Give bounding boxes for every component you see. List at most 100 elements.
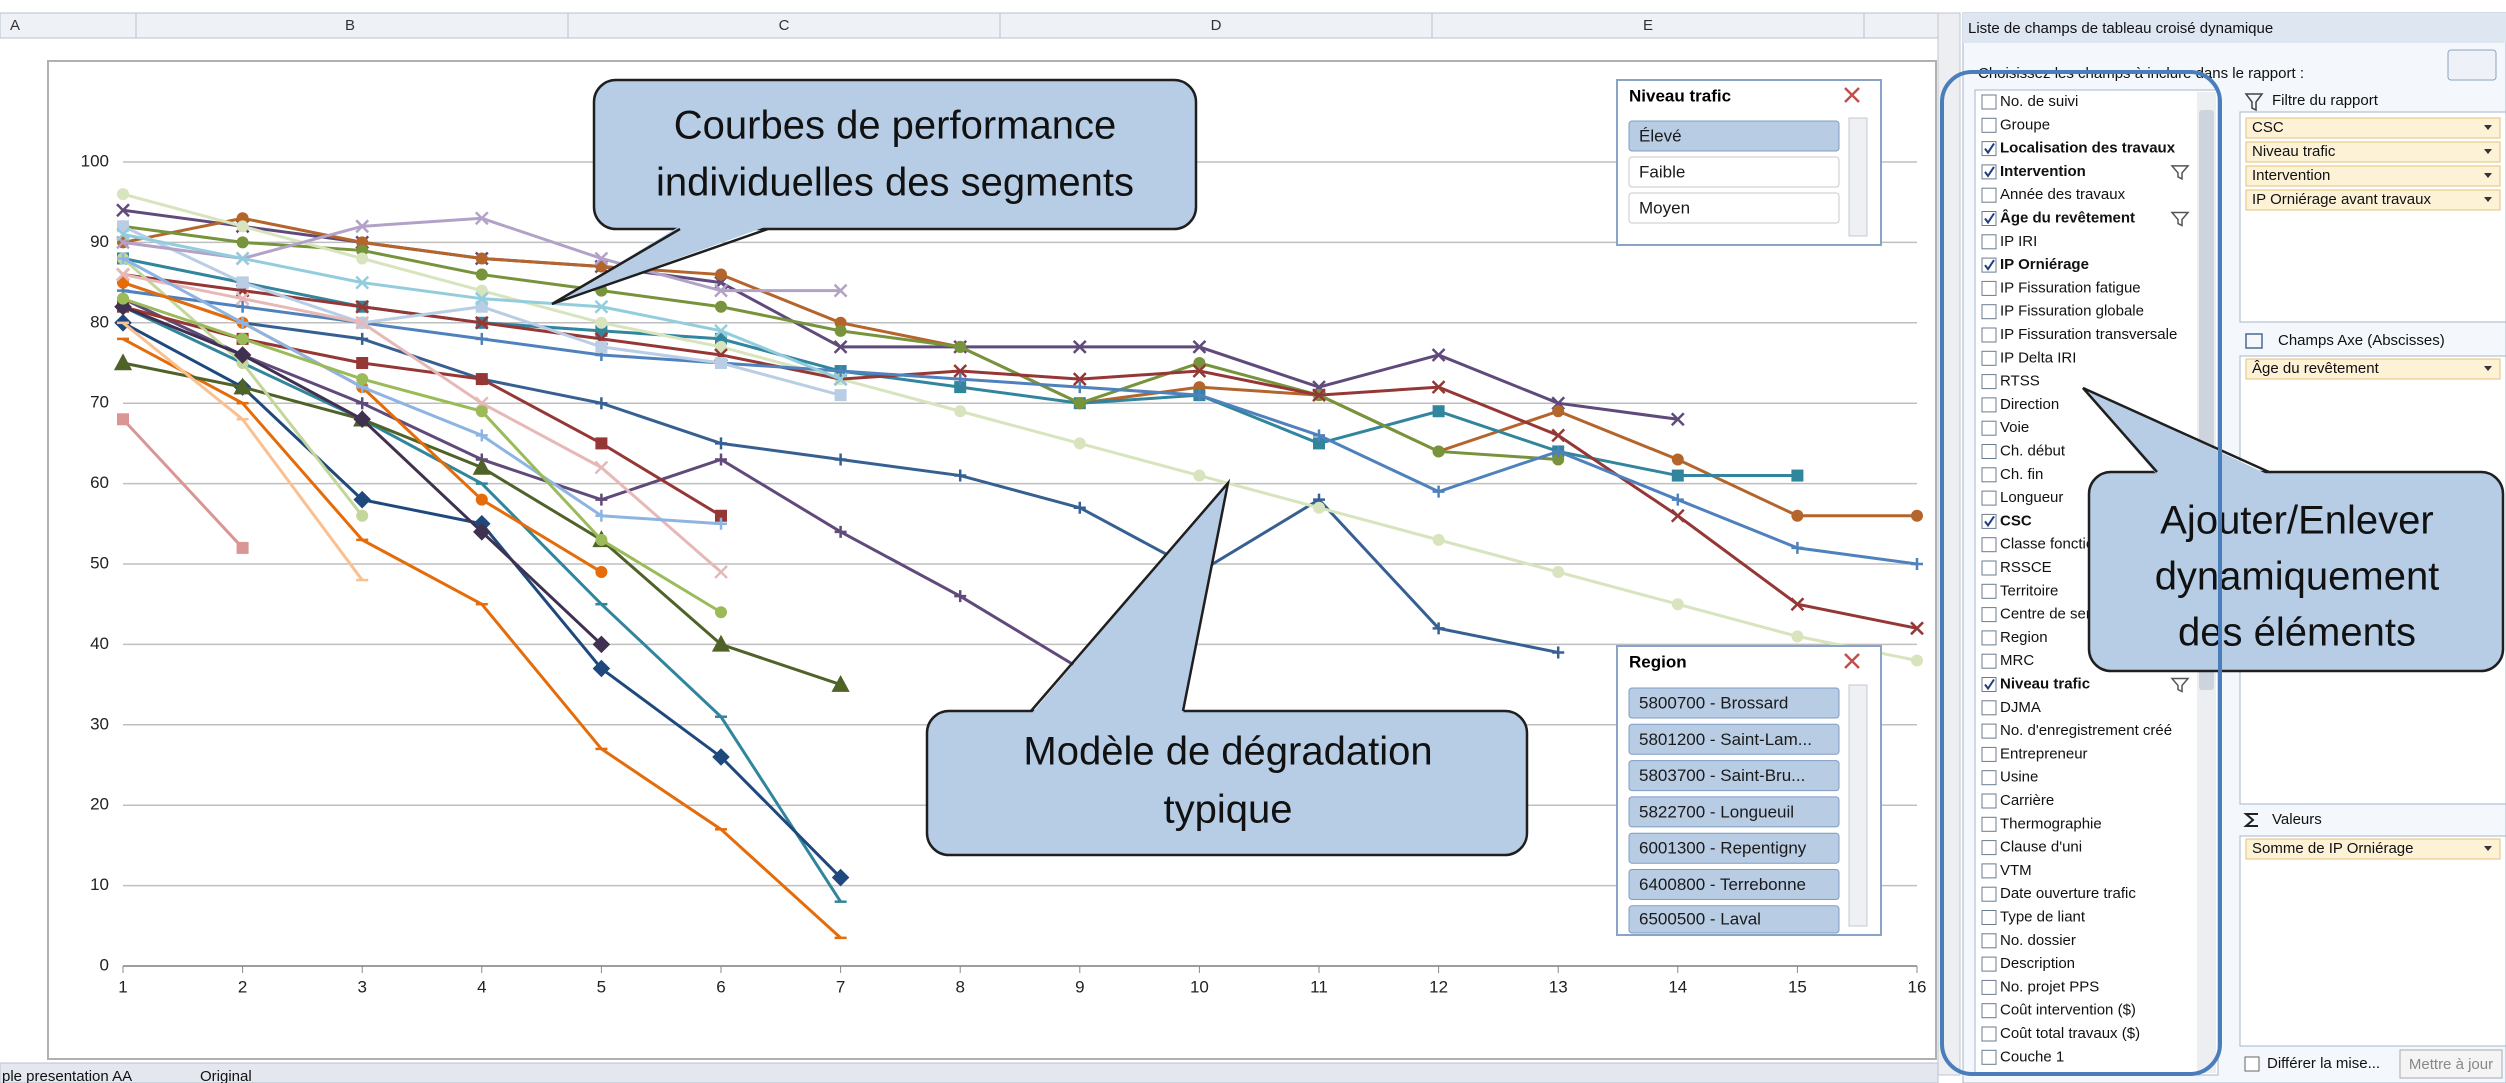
slicer-item-label[interactable]: 6400800 - Terrebonne (1639, 875, 1806, 894)
field-checkbox[interactable] (1981, 537, 1997, 553)
zone-item-label[interactable]: Intervention (2252, 167, 2330, 184)
field-checkbox[interactable] (1981, 723, 1997, 739)
zone-item-label[interactable]: Âge du revêtement (2252, 360, 2380, 377)
zone-item[interactable] (2245, 117, 2501, 139)
field-label[interactable]: IP Orniérage (2000, 256, 2089, 273)
slicer-scrollbar[interactable] (1848, 684, 1868, 927)
field-checkbox[interactable] (1981, 793, 1997, 809)
slicer-clear-icon[interactable] (1844, 87, 1860, 103)
field-label[interactable]: VTM (2000, 862, 2032, 879)
field-checkbox[interactable] (1981, 234, 1997, 250)
field-label[interactable]: MRC (2000, 652, 2034, 669)
field-label[interactable]: Ch. début (2000, 442, 2066, 459)
field-label[interactable]: Entrepreneur (2000, 745, 2088, 762)
field-checkbox[interactable] (1981, 956, 1997, 972)
slicer-item[interactable] (1628, 723, 1840, 755)
zone-item[interactable] (2245, 141, 2501, 163)
zone-item[interactable] (2245, 165, 2501, 187)
zone-item-label[interactable]: Somme de IP Orniérage (2252, 840, 2413, 857)
field-checkbox[interactable] (1981, 280, 1997, 296)
field-checkbox[interactable] (1981, 1049, 1997, 1065)
defer-checkbox[interactable] (2244, 1056, 2260, 1072)
field-label[interactable]: Couche 1 (2000, 1048, 2064, 1065)
field-label[interactable]: Direction (2000, 396, 2059, 413)
field-checkbox[interactable] (1981, 350, 1997, 366)
field-label[interactable]: Niveau trafic (2000, 675, 2090, 692)
field-checkbox[interactable] (1981, 840, 1997, 856)
field-checkbox[interactable] (1981, 94, 1997, 110)
slicer-item[interactable] (1628, 905, 1840, 934)
field-checkbox[interactable] (1981, 397, 1997, 413)
update-button-label[interactable]: Mettre à jour (2409, 1056, 2493, 1073)
slicer-item-label[interactable]: 5803700 - Saint-Bru... (1639, 766, 1805, 785)
field-label[interactable]: Coût total travaux ($) (2000, 1025, 2140, 1042)
zone-item-label[interactable]: CSC (2252, 119, 2284, 136)
field-label[interactable]: CSC (2000, 512, 2032, 529)
field-checkbox[interactable] (1981, 187, 1997, 203)
field-label[interactable]: Intervention (2000, 163, 2086, 180)
field-label[interactable]: IP IRI (2000, 233, 2037, 250)
slicer-item[interactable] (1628, 760, 1840, 792)
field-label[interactable]: Groupe (2000, 116, 2050, 133)
field-checkbox[interactable] (1981, 653, 1997, 669)
field-checkbox[interactable] (1981, 933, 1997, 949)
field-checkbox[interactable] (1981, 420, 1997, 436)
field-checkbox[interactable] (1981, 700, 1997, 716)
field-label[interactable]: Type de liant (2000, 908, 2086, 925)
field-checkbox[interactable] (1981, 117, 1997, 133)
field-checkbox[interactable] (1981, 1003, 1997, 1019)
field-label[interactable]: IP Delta IRI (2000, 349, 2076, 366)
slicer-item-label[interactable]: 5822700 - Longueuil (1639, 802, 1794, 821)
field-checkbox[interactable] (1981, 863, 1997, 879)
field-label[interactable]: Clause d'uni (2000, 839, 2082, 856)
zone-item-label[interactable]: Niveau trafic (2252, 143, 2336, 160)
field-checkbox[interactable] (1981, 816, 1997, 832)
field-checkbox[interactable] (1981, 444, 1997, 459)
slicer-item[interactable] (1628, 120, 1840, 152)
field-label[interactable]: Coût intervention ($) (2000, 1002, 2136, 1019)
zone-item-label[interactable]: IP Orniérage avant travaux (2252, 191, 2431, 208)
field-label[interactable]: RSSCE (2000, 559, 2052, 576)
zone-item[interactable] (2245, 358, 2501, 380)
field-checkbox[interactable] (1981, 374, 1997, 390)
slicer-item[interactable] (1628, 796, 1840, 828)
sheet-tab[interactable]: Original (200, 1068, 252, 1083)
zone-item[interactable] (2245, 838, 2501, 860)
slicer-item[interactable] (1628, 156, 1840, 188)
field-label[interactable]: Longueur (2000, 489, 2063, 506)
slicer-clear-icon[interactable] (1844, 653, 1860, 669)
field-label[interactable]: Date ouverture trafic (2000, 885, 2136, 902)
field-checkbox[interactable] (1981, 607, 1997, 623)
field-checkbox[interactable] (1981, 910, 1997, 925)
slicer-scrollbar[interactable] (1848, 117, 1868, 237)
field-label[interactable]: Localisation des travaux (2000, 140, 2176, 157)
slicer-item-label[interactable]: 6500500 - Laval (1639, 909, 1761, 928)
field-label[interactable]: IP Fissuration globale (2000, 303, 2144, 320)
slicer-item[interactable] (1628, 869, 1840, 900)
update-button[interactable] (2399, 1049, 2503, 1079)
field-checkbox[interactable] (1981, 630, 1997, 646)
field-label[interactable]: IP Fissuration fatigue (2000, 279, 2141, 296)
field-checkbox[interactable] (1981, 467, 1997, 483)
field-label[interactable]: Description (2000, 955, 2075, 972)
field-checkbox[interactable] (1981, 583, 1997, 599)
field-label[interactable]: IP Fissuration transversale (2000, 326, 2177, 343)
field-checkbox[interactable] (1981, 1026, 1997, 1042)
slicer-item[interactable] (1628, 192, 1840, 224)
zone-item[interactable] (2245, 189, 2501, 211)
field-label[interactable]: Thermographie (2000, 815, 2102, 832)
field-label[interactable]: No. dossier (2000, 932, 2076, 949)
field-checkbox[interactable] (1981, 327, 1997, 343)
slicer-item-label[interactable]: Moyen (1639, 198, 1690, 217)
field-label[interactable]: Usine (2000, 769, 2038, 786)
slicer-item[interactable] (1628, 832, 1840, 864)
sheet-tab[interactable]: ple presentation AA (2, 1068, 132, 1083)
field-label[interactable]: No. de suivi (2000, 93, 2078, 110)
field-label[interactable]: No. projet PPS (2000, 978, 2099, 995)
field-checkbox[interactable] (1981, 304, 1997, 320)
slicer-item[interactable] (1628, 687, 1840, 719)
field-checkbox[interactable] (1981, 746, 1997, 762)
field-label[interactable]: DJMA (2000, 699, 2041, 716)
slicer-item-label[interactable]: 5800700 - Brossard (1639, 693, 1788, 712)
field-label[interactable]: Territoire (2000, 582, 2058, 599)
